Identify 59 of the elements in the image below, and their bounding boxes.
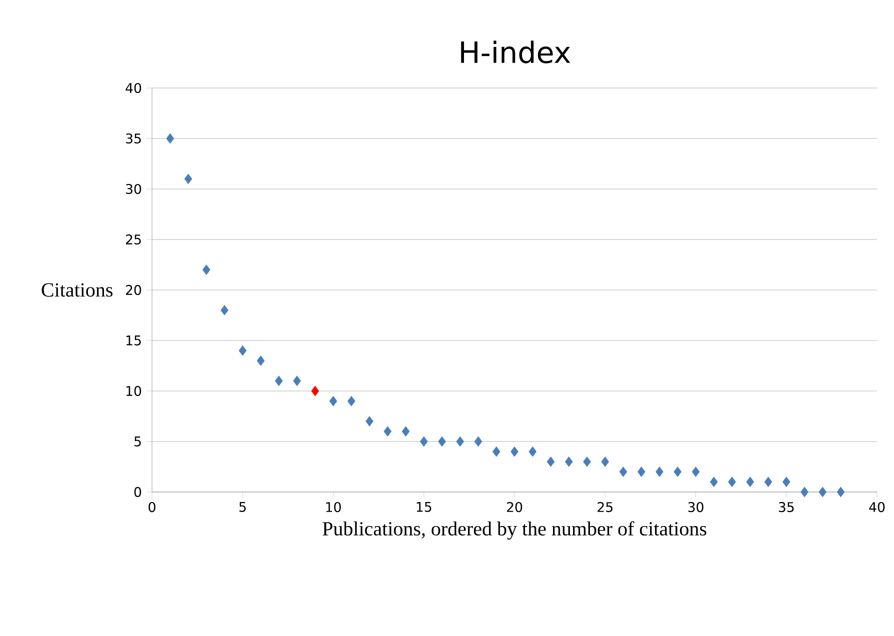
y-tick-label: 5 <box>134 436 141 446</box>
point <box>601 456 609 467</box>
point <box>166 133 174 144</box>
point <box>565 456 573 467</box>
point <box>456 436 464 447</box>
y-tick-label: 40 <box>126 82 142 94</box>
y-tick-label: 30 <box>126 184 142 194</box>
x-tick-label: 30 <box>688 502 704 512</box>
point <box>402 426 410 436</box>
point <box>329 396 338 406</box>
point <box>710 476 718 487</box>
point <box>184 174 192 184</box>
point <box>528 446 536 457</box>
point <box>474 436 482 447</box>
y-tick-label: 10 <box>126 386 142 396</box>
point <box>311 386 319 396</box>
y-tick-label: 15 <box>126 336 141 346</box>
chart-title: H-index <box>461 40 570 64</box>
point <box>202 264 210 275</box>
x-tick-label: 40 <box>869 502 885 512</box>
point <box>728 476 736 487</box>
point <box>438 436 446 447</box>
point <box>256 356 265 366</box>
point <box>764 476 772 487</box>
point <box>656 466 664 477</box>
x-tick-label: 5 <box>239 502 246 512</box>
point <box>782 476 790 487</box>
x-tick-label: 10 <box>326 502 341 512</box>
point <box>836 486 845 498</box>
x-axis-title: Publications, ordered by the number of citations <box>322 521 706 540</box>
point <box>674 466 682 477</box>
point <box>800 486 808 498</box>
point <box>492 446 500 457</box>
x-tick-label: 20 <box>507 502 522 512</box>
point <box>818 486 826 498</box>
point <box>619 466 628 477</box>
y-tick-label: 25 <box>126 234 141 245</box>
y-tick-label: 0 <box>134 486 142 498</box>
point <box>546 456 555 467</box>
x-tick-label: 0 <box>148 502 156 512</box>
point <box>275 376 283 386</box>
x-tick-label: 15 <box>416 502 432 512</box>
point <box>692 466 700 477</box>
point <box>746 476 754 487</box>
point <box>510 446 518 457</box>
point <box>638 466 646 477</box>
point <box>348 396 356 406</box>
x-tick-label: 25 <box>598 502 612 512</box>
y-tick-label: 35 <box>126 133 141 144</box>
point <box>293 376 301 386</box>
point <box>220 305 228 316</box>
point <box>420 436 428 447</box>
point <box>238 346 246 356</box>
point <box>384 426 392 436</box>
point <box>366 416 374 426</box>
y-tick-label: 20 <box>126 284 142 296</box>
x-tick-label: 35 <box>778 502 794 512</box>
point <box>583 456 591 467</box>
y-axis-title: Citations <box>42 283 112 297</box>
